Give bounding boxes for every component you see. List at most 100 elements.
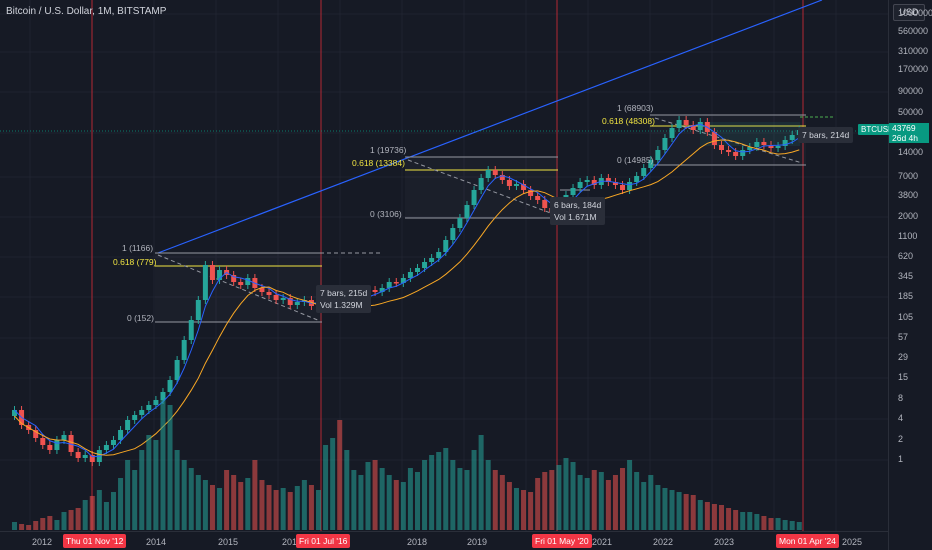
- candle: [153, 400, 159, 405]
- chart-title[interactable]: Bitcoin / U.S. Dollar, 1M, BITSTAMP: [6, 6, 167, 17]
- range-bars-3: 7 bars, 214d: [802, 130, 850, 140]
- volume-bar: [662, 488, 668, 530]
- volume-bar: [54, 520, 60, 530]
- candle: [89, 455, 95, 462]
- candle: [775, 146, 781, 148]
- price-axis[interactable]: [888, 0, 932, 550]
- volume-bar: [570, 462, 576, 530]
- time-tick: 2022: [653, 537, 674, 547]
- time-tick: 2017: [282, 537, 303, 547]
- candle: [577, 182, 583, 188]
- volume-bar: [407, 468, 413, 530]
- candle: [195, 300, 201, 320]
- volume-bar: [125, 460, 131, 530]
- candle: [584, 180, 590, 182]
- candle: [605, 178, 611, 182]
- volume-bar: [464, 470, 470, 530]
- volume-bar: [528, 492, 534, 530]
- fib-label-c2-zero: 0 (3106): [370, 209, 402, 219]
- price-tick: 50000: [898, 107, 924, 117]
- candle: [733, 152, 739, 156]
- price-tick: 170000: [898, 64, 929, 74]
- candle: [287, 298, 293, 305]
- candle: [422, 262, 428, 268]
- volume-bar: [245, 478, 251, 530]
- price-tick: 345: [898, 271, 914, 281]
- fib-label-c3-top: 1 (68903): [617, 103, 654, 113]
- price-tick: 7000: [898, 171, 919, 181]
- candle: [75, 452, 81, 458]
- volume-bar: [605, 480, 611, 530]
- candle: [393, 282, 399, 284]
- volume-bar: [308, 485, 314, 530]
- candle: [542, 200, 548, 208]
- candle: [386, 282, 392, 288]
- volume-bar: [139, 450, 145, 530]
- range-callout-2[interactable]: 6 bars, 184d Vol 1.671M: [550, 197, 606, 225]
- candle: [634, 176, 640, 182]
- candle: [676, 120, 682, 128]
- volume-bar: [118, 478, 124, 530]
- volume-bar: [301, 480, 307, 530]
- candle: [485, 170, 491, 178]
- candle: [697, 122, 703, 130]
- price-chart[interactable]: [0, 0, 888, 531]
- time-tick: 2012: [32, 537, 53, 547]
- volume-bar: [273, 490, 279, 530]
- volume-bar: [782, 520, 788, 530]
- fib-label-c2-618: 0.618 (13384): [352, 158, 405, 168]
- time-axis[interactable]: [0, 531, 888, 550]
- volume-bar: [224, 470, 230, 530]
- time-tick: 2015: [218, 537, 239, 547]
- candle: [280, 298, 286, 300]
- halving-date-badge: Thu 01 Nov '12: [63, 534, 127, 548]
- volume-bar: [351, 470, 357, 530]
- price-tick: 105: [898, 312, 914, 322]
- candle: [683, 120, 689, 125]
- candle: [146, 405, 152, 410]
- volume-bar: [711, 504, 717, 530]
- volume-bar: [422, 460, 428, 530]
- price-tick: 8: [898, 393, 904, 403]
- price-tick: 3800: [898, 190, 919, 200]
- fib-label-c2-top: 1 (19736): [370, 145, 407, 155]
- volume-bar: [217, 488, 223, 530]
- volume-bar: [89, 496, 95, 530]
- volume-bar: [47, 516, 53, 530]
- volume-bar: [153, 440, 159, 530]
- currency-button[interactable]: USD: [893, 4, 925, 21]
- halving-date-badge: Mon 01 Apr '24: [776, 534, 839, 548]
- candle: [443, 240, 449, 252]
- volume-bar: [75, 508, 81, 530]
- volume-bar: [754, 514, 760, 530]
- range-callout-1[interactable]: 7 bars, 215d Vol 1.329M: [316, 285, 372, 313]
- volume-bar: [683, 494, 689, 530]
- candle: [627, 182, 633, 190]
- candle: [414, 268, 420, 272]
- range-callout-3[interactable]: 7 bars, 214d: [798, 127, 854, 143]
- candle: [719, 145, 724, 150]
- candle: [266, 292, 272, 295]
- price-tick: 620: [898, 251, 914, 261]
- volume-bar: [181, 460, 187, 530]
- range-volume-1: Vol 1.329M: [320, 300, 363, 310]
- volume-bar: [676, 492, 682, 530]
- last-price-tag: 43769 26d 4h: [889, 123, 929, 143]
- candle: [620, 185, 626, 190]
- candle: [400, 278, 406, 283]
- candle: [789, 135, 795, 140]
- candle: [231, 275, 237, 282]
- candle: [740, 150, 746, 156]
- fib-label-c1-zero: 0 (152): [127, 313, 154, 323]
- candle: [478, 178, 484, 190]
- candle: [379, 288, 385, 292]
- price-tick: 560000: [898, 26, 929, 36]
- bar-countdown: 26d 4h: [892, 133, 918, 143]
- candle: [167, 380, 173, 392]
- candle: [711, 132, 717, 145]
- volume-bar: [704, 502, 710, 530]
- volume-bar: [591, 470, 597, 530]
- price-tick: 14000: [898, 147, 924, 157]
- candle: [181, 340, 187, 360]
- volume-bar: [337, 420, 343, 530]
